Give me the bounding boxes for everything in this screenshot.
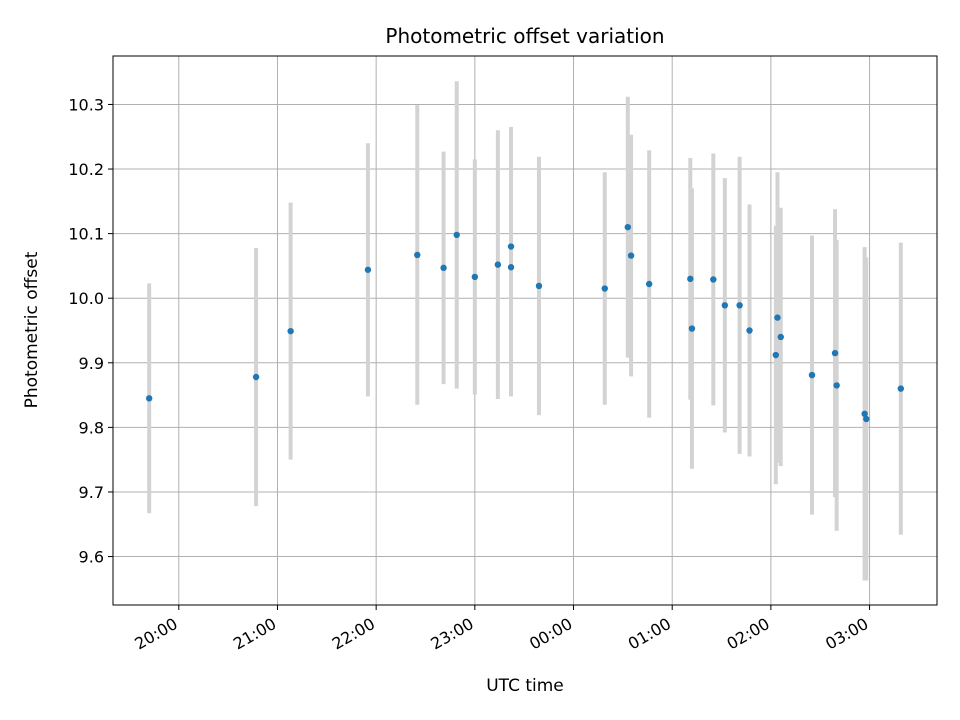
data-point [777,333,784,341]
data-point [601,285,608,292]
plot-frame [112,55,938,606]
data-point [440,264,447,272]
y-tick-label: 9.6 [79,548,104,567]
data-point [687,275,694,283]
data-point [507,243,515,250]
data-point [688,325,696,332]
data-point [624,223,631,231]
data-point [145,395,153,402]
data-point [833,382,840,389]
data-point [863,415,870,423]
data-point [364,266,372,273]
y-tick-label: 9.9 [79,354,104,373]
grid [113,56,937,605]
data-point [746,327,753,334]
data-point [453,231,460,239]
data-point [627,252,635,259]
data-point [252,373,260,381]
y-tick-label: 9.7 [79,483,104,502]
data-point [414,251,421,259]
y-tick-label: 10.2 [68,160,104,179]
data-point [645,280,653,288]
y-axis-label: Photometric offset [22,251,42,408]
data-point [774,314,781,321]
y-tick-label: 10.3 [68,95,104,114]
data-point [471,273,479,281]
data-point [721,302,729,309]
chart-title: Photometric offset variation [385,24,664,48]
data-point [861,410,868,418]
data-point [507,264,515,271]
data-point [831,349,839,357]
data-point [808,371,816,379]
y-tick-label: 10.1 [68,225,104,244]
axis-ticks: 20:00 21:00 22:00 23:00 00:00 01:00 02:00 03:00… [68,95,871,653]
data-point [710,276,717,283]
data-point [535,282,543,290]
data-point [287,327,294,335]
data-point [736,302,743,309]
data-point [494,261,502,268]
data-point [772,351,780,359]
y-tick-label: 9.8 [79,418,104,437]
x-axis-label: UTC time [486,676,564,696]
y-tick-label: 10.0 [68,289,104,308]
data-point [897,385,905,392]
data-points [145,223,905,423]
